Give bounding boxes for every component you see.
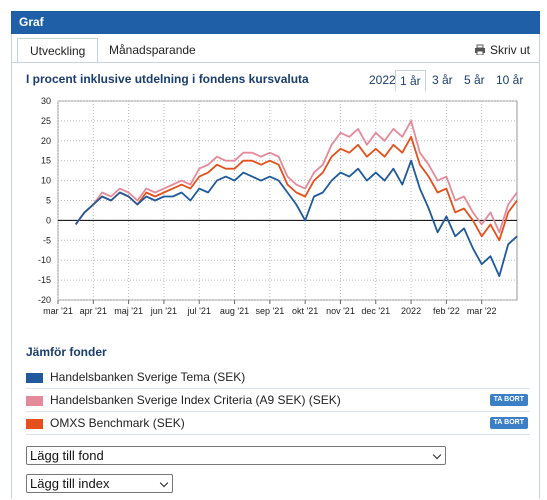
header-title: Graf [11, 11, 540, 34]
legend-swatch [26, 372, 43, 383]
fund-select[interactable]: Lägg till fond [26, 446, 446, 465]
compare-title: Jämför fonder [26, 345, 107, 359]
tab[interactable]: Månadsparande [109, 43, 196, 57]
x-tick-label: jul '21 [187, 306, 211, 316]
x-tick-label: mar '22 [467, 306, 497, 316]
y-tick-label: -20 [38, 295, 51, 305]
y-tick-label: 20 [41, 136, 51, 146]
series-line [74, 135, 518, 242]
x-tick-label: aug '21 [220, 306, 249, 316]
chart-title: I procent inklusive utdelning i fondens … [26, 72, 309, 86]
chart: -20 -15 -10 -5 0 5 10 15 20 25 30 mar '21 apr '21 maj… [38, 96, 518, 316]
period-tab[interactable]: 10 år [496, 73, 524, 87]
period-tab[interactable]: 5 år [464, 73, 485, 87]
legend-label: OMXS Benchmark (SEK) [50, 416, 185, 430]
index-select[interactable]: Lägg till index [26, 474, 173, 493]
y-tick-label: 15 [41, 156, 51, 166]
x-tick-label: nov '21 [326, 306, 355, 316]
remove-button[interactable]: TA BORT [489, 417, 528, 429]
print-button[interactable]: Skriv ut [474, 38, 530, 62]
legend-swatch [26, 418, 43, 429]
print-label: Skriv ut [490, 43, 531, 57]
divider [11, 62, 540, 63]
legend-label: Handelsbanken Sverige Index Criteria (A9… [50, 393, 341, 407]
compare-row: Handelsbanken Sverige Tema (SEK) [26, 366, 530, 389]
y-tick-label: -5 [43, 235, 51, 245]
series-line [74, 159, 518, 277]
y-tick-label: 30 [41, 96, 51, 106]
x-tick-label: sep '21 [255, 306, 284, 316]
x-tick-label: mar '21 [43, 306, 73, 316]
x-tick-label: maj '21 [114, 306, 143, 316]
series-line [74, 120, 518, 234]
y-tick-label: 0 [46, 215, 51, 225]
period-tab[interactable]: 1 år [395, 70, 426, 92]
y-tick-label: 25 [41, 116, 51, 126]
legend-swatch [26, 395, 43, 406]
legend-label: Handelsbanken Sverige Tema (SEK) [50, 370, 246, 384]
x-tick-label: 2022 [401, 306, 421, 316]
y-tick-label: 10 [41, 176, 51, 186]
period-tab[interactable]: 3 år [432, 73, 453, 87]
y-tick-label: 5 [46, 196, 51, 206]
compare-row: Handelsbanken Sverige Index Criteria (A9… [26, 389, 530, 412]
plot-area [57, 100, 518, 301]
compare-row: OMXS Benchmark (SEK) TA BORT [26, 412, 530, 435]
x-tick-label: dec '21 [361, 306, 390, 316]
x-tick-label: apr '21 [80, 306, 107, 316]
period-tab[interactable]: 2022 [369, 73, 396, 87]
x-tick-label: okt '21 [292, 306, 318, 316]
remove-button[interactable]: TA BORT [489, 394, 528, 406]
tab[interactable]: Utveckling [17, 38, 99, 64]
y-tick-label: -15 [38, 275, 51, 285]
x-tick-label: feb '22 [433, 306, 460, 316]
x-tick-label: jun '21 [150, 306, 177, 316]
y-tick-label: -10 [38, 255, 51, 265]
